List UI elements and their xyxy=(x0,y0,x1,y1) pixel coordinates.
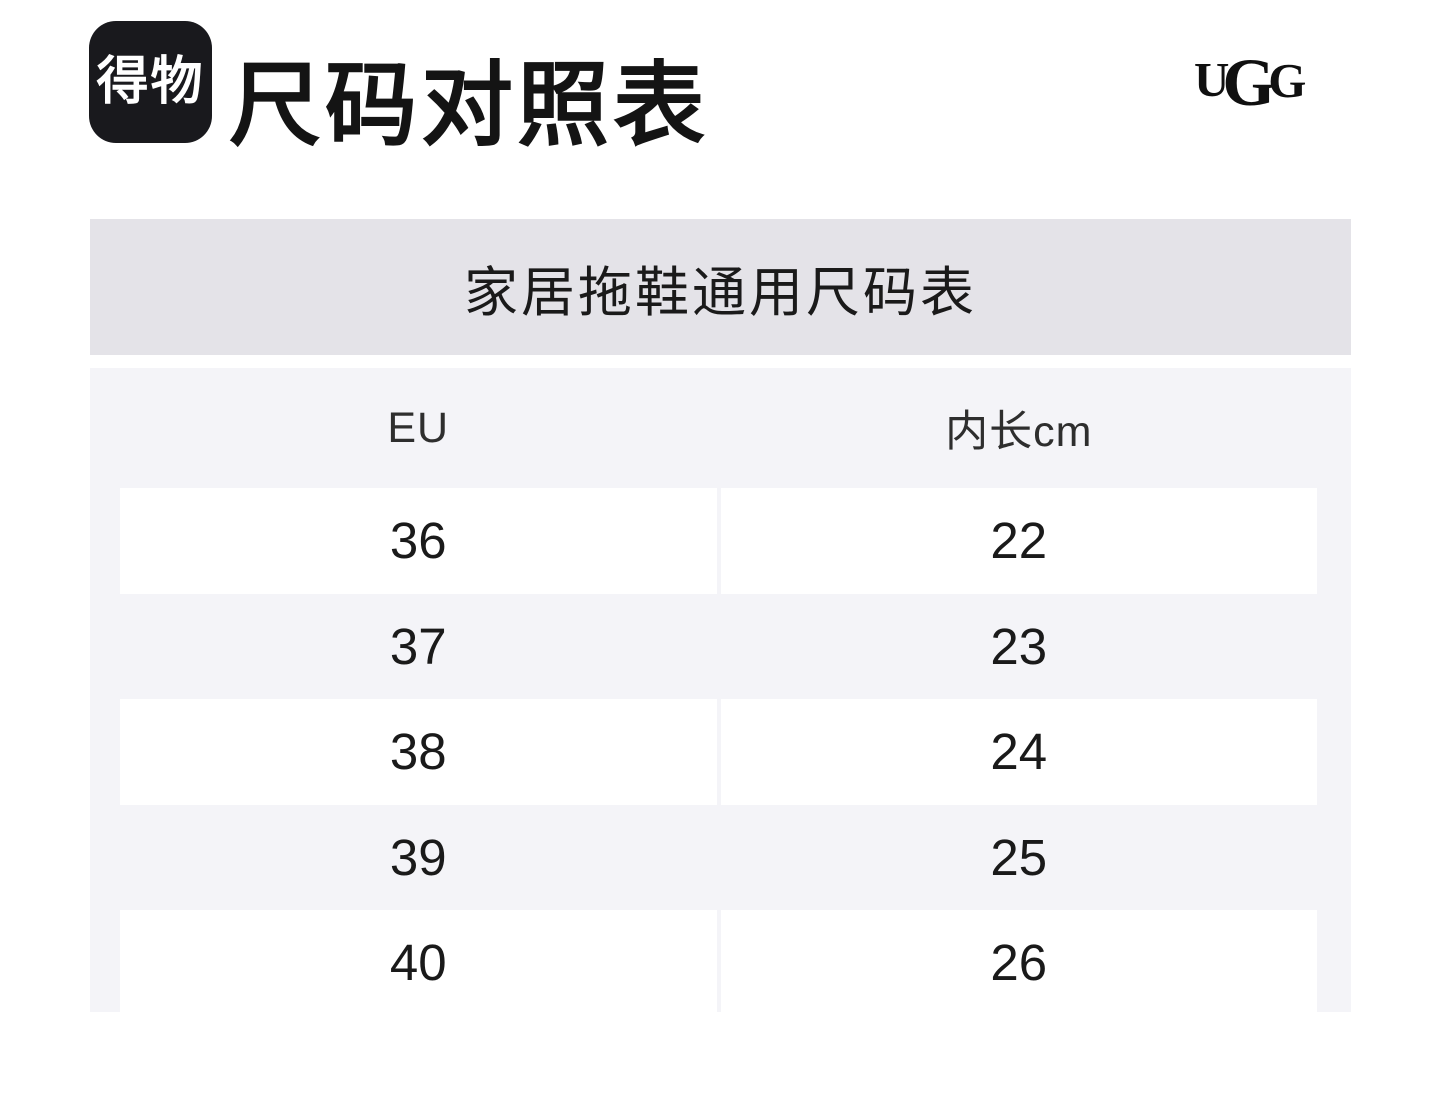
size-table-header-row: EU 内长cm xyxy=(120,368,1317,488)
dewu-logo-text: 得物 xyxy=(96,53,205,111)
inner-length-cell: 26 xyxy=(720,910,1317,1012)
page-title: 尺码对照表 xyxy=(229,55,710,157)
inner-length-cell: 22 xyxy=(720,488,1317,594)
inner-length-cell: 25 xyxy=(990,828,1048,886)
inner-length-cell: 23 xyxy=(990,617,1048,675)
table-row: 39 25 xyxy=(120,805,1317,911)
eu-size-cell: 40 xyxy=(120,910,717,1012)
table-row: 38 24 xyxy=(120,699,1317,805)
ugg-logo: U G G xyxy=(1194,48,1307,116)
column-header-eu: EU xyxy=(387,403,450,452)
table-row: 37 23 xyxy=(120,594,1317,700)
table-row: 36 22 xyxy=(120,488,1317,594)
eu-size-cell: 37 xyxy=(389,617,447,675)
table-row: 40 26 xyxy=(120,910,1317,1012)
column-header-inner-length: 内长cm xyxy=(945,408,1093,456)
ugg-letter-g-small: G xyxy=(1268,52,1307,108)
eu-size-cell: 36 xyxy=(120,488,717,594)
table-banner-title: 家居拖鞋通用尺码表 xyxy=(464,262,977,323)
inner-length-cell: 24 xyxy=(720,699,1317,805)
ugg-letter-g-large: G xyxy=(1222,44,1276,120)
size-table-rows: 36 22 37 23 38 24 39 25 40 26 xyxy=(120,488,1317,1012)
size-table: EU 内长cm 36 22 37 23 38 24 39 25 40 26 xyxy=(90,368,1351,1012)
dewu-logo-badge: 得物 xyxy=(89,21,212,143)
eu-size-cell: 39 xyxy=(389,828,447,886)
ugg-letter-u: U xyxy=(1194,51,1230,107)
eu-size-cell: 38 xyxy=(120,699,717,805)
table-banner: 家居拖鞋通用尺码表 xyxy=(90,219,1351,355)
